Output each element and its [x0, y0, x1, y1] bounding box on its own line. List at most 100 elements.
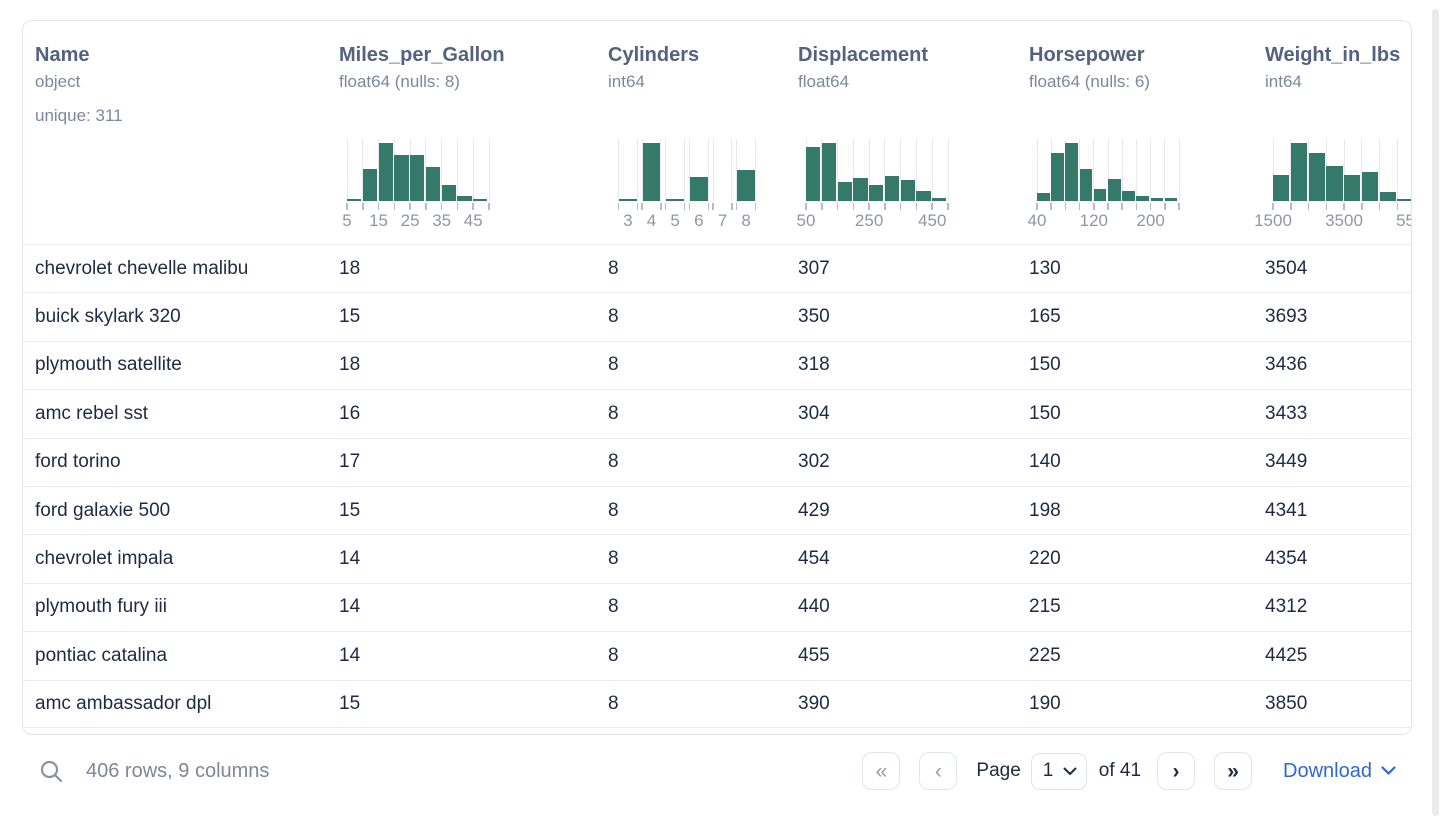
row-count-summary: 406 rows, 9 columns	[86, 759, 270, 782]
tick-mark	[440, 203, 443, 210]
histogram-bar	[1344, 174, 1361, 201]
page-label: Page	[976, 760, 1021, 781]
histogram-bar	[394, 155, 409, 201]
histogram-bar	[884, 176, 900, 201]
column-histogram[interactable]: 5 15 25 35 45	[342, 139, 490, 230]
chevron-down-icon	[1063, 767, 1077, 776]
vertical-scrollbar[interactable]	[1432, 9, 1439, 816]
column-histogram[interactable]: 50 250 450	[797, 139, 949, 230]
histogram-bar	[1122, 190, 1135, 201]
page-select[interactable]: 1	[1030, 752, 1087, 790]
tick-mark	[683, 203, 686, 210]
column-header-cylinders[interactable]: Cylinders int64 3 4 5 6 7 8	[596, 21, 786, 244]
table-cell: 3504	[1265, 257, 1308, 279]
histogram-bar	[932, 198, 947, 201]
tick-mark	[641, 203, 643, 210]
table-cell: 130	[1029, 257, 1061, 279]
gridline	[884, 139, 886, 201]
tick-mark	[1149, 203, 1152, 210]
column-header-weight-in-lbs[interactable]: Weight_in_lbs int64 1500 3500 5500	[1253, 21, 1411, 244]
table-cell: 190	[1029, 692, 1061, 714]
column-title: Weight_in_lbs	[1265, 44, 1401, 66]
tick-label: 250	[854, 211, 884, 230]
prev-page-button[interactable]: ‹	[919, 752, 958, 790]
column-histogram[interactable]: 1500 3500 5500	[1254, 139, 1411, 230]
table-cell: 4341	[1265, 499, 1308, 521]
table-header: Name object unique: 311 Miles_per_Gallon flo…	[23, 21, 1411, 244]
histogram-axis	[1036, 201, 1180, 210]
table-cell: 15	[339, 499, 361, 521]
next-page-button[interactable]: ›	[1157, 752, 1196, 790]
table-cell: 14	[339, 548, 361, 570]
histogram-bar	[853, 177, 868, 201]
histogram-bar	[821, 143, 837, 201]
table-cell: 8	[608, 596, 619, 618]
histogram-bars	[616, 143, 758, 201]
tick-mark	[1093, 203, 1095, 210]
tick-mark	[1135, 203, 1138, 210]
histogram-bar	[1308, 152, 1325, 201]
gridline	[688, 139, 690, 201]
histogram-bar	[666, 199, 685, 201]
tick-mark	[1361, 203, 1363, 210]
table-cell: 4312	[1265, 596, 1308, 618]
tick-label: 120	[1079, 211, 1108, 230]
histogram-bar	[837, 181, 852, 201]
tick-mark	[409, 203, 411, 210]
gridline	[1121, 139, 1123, 201]
search-button[interactable]	[38, 758, 64, 784]
gridline	[684, 139, 686, 201]
histogram-bar	[347, 199, 362, 201]
column-header-name[interactable]: Name object unique: 311	[23, 21, 327, 244]
tick-mark	[836, 203, 839, 210]
tick-label: 5	[670, 211, 680, 230]
histogram-bar	[1150, 198, 1164, 201]
column-unique-count: unique: 311	[35, 106, 123, 125]
column-histogram[interactable]: 40 120 200	[1028, 139, 1180, 230]
gridline	[472, 139, 474, 201]
first-page-button[interactable]: «	[862, 752, 901, 790]
histogram-bar	[473, 199, 488, 201]
tick-mark	[1272, 203, 1274, 210]
table-cell: 18	[339, 257, 361, 279]
tick-mark	[1064, 203, 1067, 210]
table-cell: 8	[608, 692, 619, 714]
table-cell: 8	[608, 354, 619, 376]
column-dtype: int64	[608, 72, 645, 91]
tick-mark	[754, 203, 757, 210]
tick-mark	[712, 203, 714, 210]
table-row: amc ambassador dpl 15 8 390 190 3850	[23, 679, 1411, 728]
gridline	[1135, 139, 1137, 201]
tick-mark	[805, 203, 807, 210]
table-body: chevrolet chevelle malibu 18 8 307 130 3504 bu…	[23, 244, 1411, 728]
gridline	[915, 139, 917, 201]
tick-label: 5500	[1396, 211, 1411, 230]
histogram-bar	[1361, 172, 1378, 201]
tick-mark	[1178, 203, 1180, 210]
table-cell: 390	[798, 692, 830, 714]
column-header-displacement[interactable]: Displacement float64 50 250 450	[786, 21, 1017, 244]
column-header-horsepower[interactable]: Horsepower float64 (nulls: 6) 40 120 200	[1017, 21, 1253, 244]
histogram-bars	[1037, 143, 1179, 201]
column-header-miles-per-gallon[interactable]: Miles_per_Gallon float64 (nulls: 8) 5 15 25 3…	[327, 21, 596, 244]
download-label: Download	[1283, 759, 1372, 782]
tick-mark	[393, 203, 396, 210]
download-button[interactable]: Download	[1283, 760, 1396, 783]
table-cell: 17	[339, 451, 361, 473]
histogram-axis	[346, 201, 490, 210]
table-cell: ford torino	[35, 451, 121, 473]
histogram-plot	[346, 139, 490, 201]
tick-label: 50	[796, 211, 816, 230]
column-title: Miles_per_Gallon	[339, 44, 505, 66]
chevron-down-icon	[1381, 766, 1396, 776]
column-title: Name	[35, 44, 90, 66]
histogram-axis-labels: 40 120 200	[1028, 210, 1179, 230]
histogram-bar	[1397, 199, 1411, 201]
gridline	[488, 139, 490, 201]
last-page-button[interactable]: »	[1214, 752, 1253, 790]
table-cell: 8	[608, 451, 619, 473]
table-cell: 8	[608, 499, 619, 521]
tick-mark	[1396, 203, 1398, 210]
